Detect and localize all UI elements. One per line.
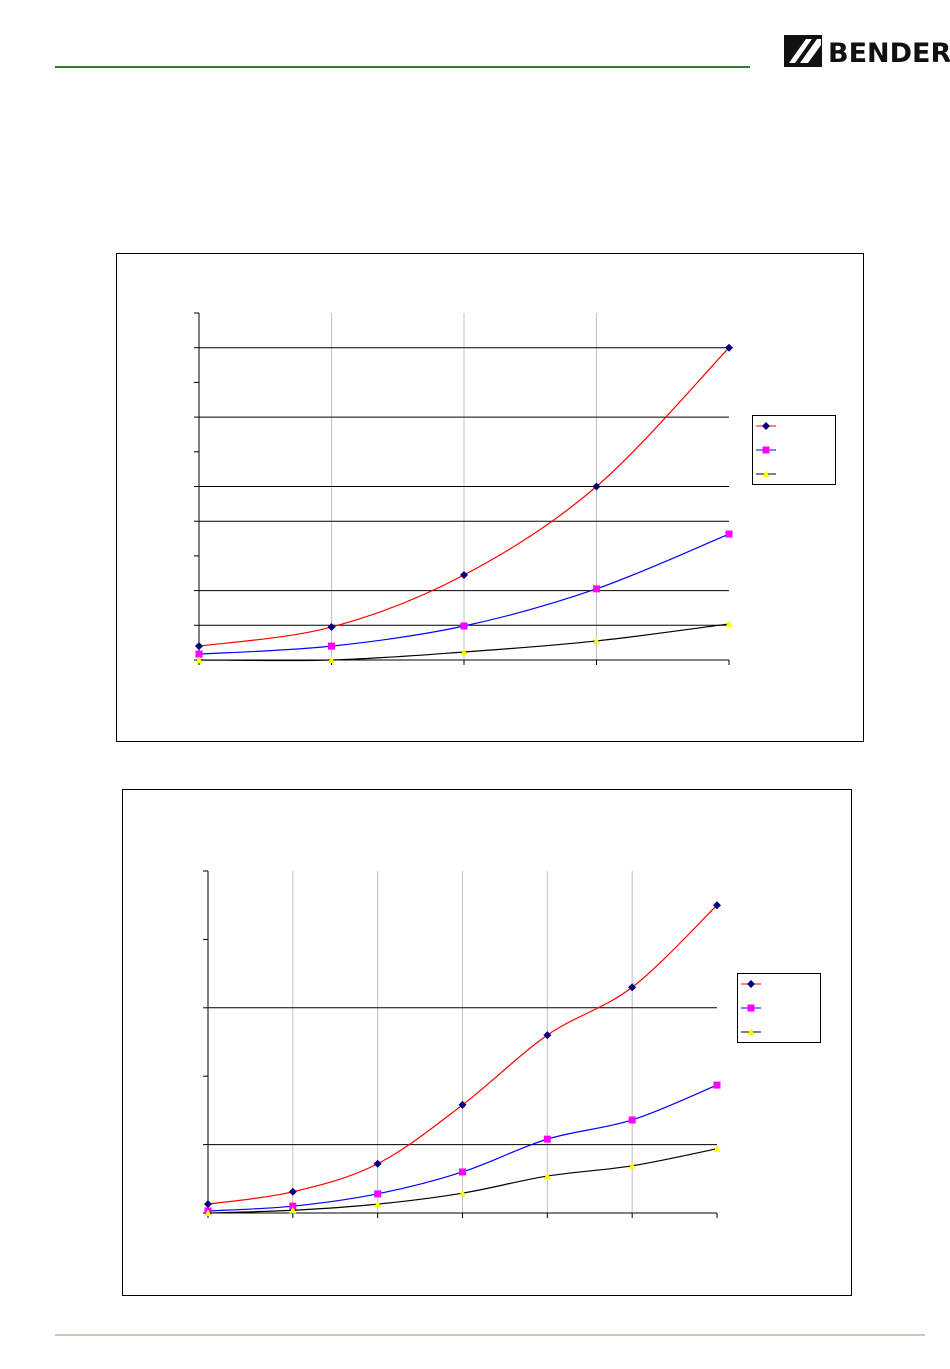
marker xyxy=(374,1200,382,1208)
marker xyxy=(288,1187,297,1196)
legend-marker xyxy=(747,980,755,988)
legend-marker xyxy=(762,446,770,454)
marker xyxy=(543,1031,552,1040)
marker xyxy=(628,983,637,992)
marker xyxy=(725,343,733,352)
marker xyxy=(593,585,600,593)
chart-frame xyxy=(116,253,864,742)
marker xyxy=(204,1200,212,1209)
marker xyxy=(328,642,335,650)
marker xyxy=(459,1168,466,1176)
marker xyxy=(327,623,336,632)
marker xyxy=(713,901,721,910)
legend-marker xyxy=(747,1004,755,1012)
marker xyxy=(373,1159,382,1168)
marker xyxy=(593,637,600,644)
marker xyxy=(204,1209,212,1216)
marker xyxy=(328,656,335,663)
series-line xyxy=(198,347,730,647)
marker xyxy=(725,620,733,627)
marker xyxy=(592,482,601,491)
legend-marker xyxy=(762,470,770,477)
chart-frame xyxy=(122,789,852,1296)
marker xyxy=(195,650,203,658)
marker xyxy=(459,1189,466,1197)
marker xyxy=(458,1100,467,1109)
marker xyxy=(543,1135,551,1143)
legend-marker xyxy=(762,422,770,430)
marker xyxy=(289,1206,297,1214)
marker xyxy=(628,1162,636,1169)
marker xyxy=(460,570,468,579)
marker xyxy=(543,1172,551,1180)
marker xyxy=(725,530,733,538)
logo-text: BENDER xyxy=(828,38,950,69)
marker xyxy=(195,656,203,663)
marker xyxy=(195,642,203,651)
logo-icon xyxy=(784,35,822,67)
marker xyxy=(713,1145,721,1152)
marker xyxy=(460,648,468,656)
marker xyxy=(374,1190,382,1198)
legend-marker xyxy=(747,1028,755,1035)
marker xyxy=(460,622,468,630)
marker xyxy=(713,1081,721,1089)
marker xyxy=(628,1116,636,1124)
marker xyxy=(289,1202,297,1210)
